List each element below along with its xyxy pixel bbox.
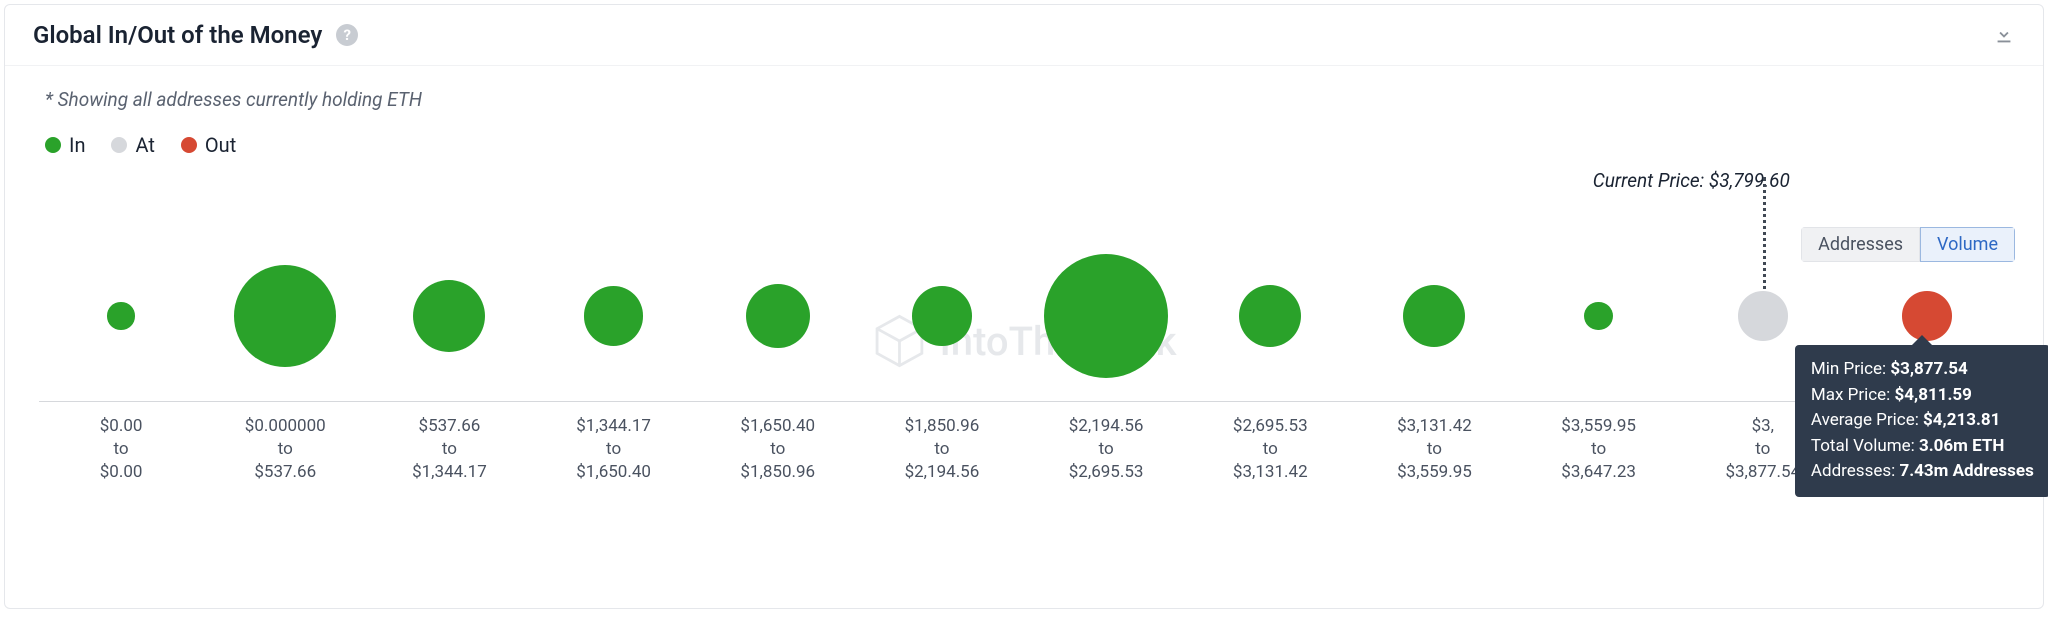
current-price-label: Current Price: $3,799.60 (1593, 169, 1790, 192)
tooltip-row: Max Price: $4,811.59 (1811, 383, 2034, 409)
legend-dot (45, 137, 61, 153)
legend-dot (111, 137, 127, 153)
bubble-in[interactable] (1403, 285, 1465, 347)
bubble-tooltip: Min Price: $3,877.54Max Price: $4,811.59… (1795, 345, 2048, 497)
axis-label: $2,695.53to$3,131.42 (1188, 415, 1352, 484)
legend: In At Out (5, 111, 2043, 157)
axis-label: $537.66to$1,344.17 (367, 415, 531, 484)
bubble-at[interactable] (1738, 291, 1788, 341)
bubble-in[interactable] (234, 265, 336, 367)
legend-item[interactable]: In (45, 133, 85, 157)
bubble-in[interactable] (107, 302, 134, 329)
current-price-text: Current Price: (1593, 169, 1704, 192)
bubble-in[interactable] (746, 284, 810, 348)
legend-item[interactable]: At (111, 133, 154, 157)
axis-label: $0.000000to$537.66 (203, 415, 367, 484)
card-header: Global In/Out of the Money ? (5, 5, 2043, 66)
bubble-cell[interactable] (696, 231, 860, 401)
download-icon[interactable] (1993, 24, 2015, 46)
axis-labels: $0.00to$0.00$0.000000to$537.66$537.66to$… (39, 415, 2009, 484)
bubble-in[interactable] (1584, 302, 1613, 331)
bubble-in[interactable] (912, 286, 972, 346)
axis-line (39, 401, 2009, 402)
help-icon[interactable]: ? (336, 24, 358, 46)
bubble-in[interactable] (413, 280, 485, 352)
bubble-cell[interactable] (367, 231, 531, 401)
card-title: Global In/Out of the Money (33, 21, 322, 49)
bubble-cell[interactable] (203, 231, 367, 401)
bubble-in[interactable] (1044, 254, 1168, 378)
bubble-in[interactable] (584, 286, 644, 346)
axis-label: $3,131.42to$3,559.95 (1352, 415, 1516, 484)
legend-label: In (69, 133, 85, 157)
subtitle: * Showing all addresses currently holdin… (5, 66, 2043, 111)
axis-label: $0.00to$0.00 (39, 415, 203, 484)
bubbles-row (39, 231, 2009, 401)
chart-area: IntoTheBlock Current Price: $3,799.60 $0… (39, 193, 2009, 523)
bubble-cell[interactable] (532, 231, 696, 401)
bubble-cell[interactable] (1188, 231, 1352, 401)
axis-label: $3,559.95to$3,647.23 (1517, 415, 1681, 484)
tooltip-row: Total Volume: 3.06m ETH (1811, 434, 2034, 460)
bubble-out[interactable] (1902, 291, 1952, 341)
tooltip-row: Min Price: $3,877.54 (1811, 357, 2034, 383)
tooltip-row: Addresses: 7.43m Addresses (1811, 459, 2034, 485)
bubble-in[interactable] (1239, 285, 1301, 347)
legend-label: At (135, 133, 154, 157)
axis-label: $1,344.17to$1,650.40 (532, 415, 696, 484)
axis-label: $2,194.56to$2,695.53 (1024, 415, 1188, 484)
tooltip-row: Average Price: $4,213.81 (1811, 408, 2034, 434)
bubble-cell[interactable] (39, 231, 203, 401)
bubble-cell[interactable] (860, 231, 1024, 401)
giom-card: Global In/Out of the Money ? * Showing a… (4, 4, 2044, 609)
axis-label: $1,650.40to$1,850.96 (696, 415, 860, 484)
bubble-cell[interactable] (1517, 231, 1681, 401)
bubble-cell[interactable] (1024, 231, 1188, 401)
legend-dot (181, 137, 197, 153)
current-price-value: $3,799.60 (1709, 169, 1790, 192)
bubble-cell[interactable] (1352, 231, 1516, 401)
legend-item[interactable]: Out (181, 133, 236, 157)
legend-label: Out (205, 133, 236, 157)
title-wrap: Global In/Out of the Money ? (33, 21, 358, 49)
axis-label: $1,850.96to$2,194.56 (860, 415, 1024, 484)
